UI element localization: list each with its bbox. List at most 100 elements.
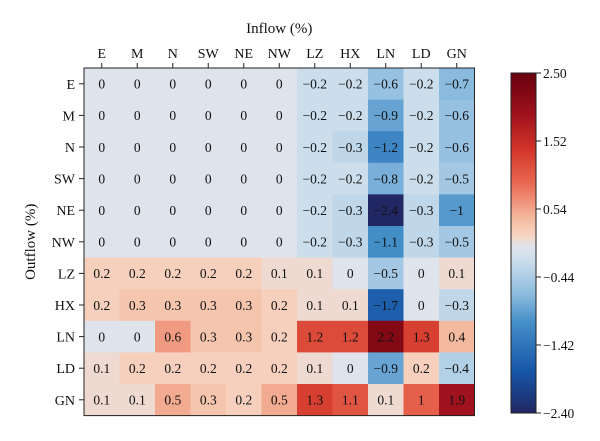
x-axis-ticks: E M N SW NE NW LZ HX LN LD GN — [97, 47, 467, 68]
heatmap-cell — [119, 352, 156, 385]
heatmap-cell — [226, 131, 262, 164]
colorbar — [510, 72, 537, 414]
x-tick-label: NW — [268, 47, 292, 62]
heatmap-cell-label: 0 — [134, 235, 141, 250]
heatmap-cell — [119, 162, 156, 195]
colorbar-tick-label: −1.42 — [543, 338, 574, 353]
heatmap-cell-label: 1.1 — [342, 393, 359, 408]
heatmap-cell — [226, 68, 262, 100]
heatmap-cell-label: −0.3 — [445, 298, 470, 313]
heatmap-cell — [119, 226, 156, 258]
heatmap-cell-label: −0.2 — [409, 171, 434, 186]
heatmap-cell — [332, 320, 369, 353]
heatmap-cell — [155, 352, 191, 385]
heatmap-cell-label: 0.3 — [235, 298, 252, 313]
heatmap-cell — [297, 68, 333, 100]
heatmap-cell-label: 0.3 — [164, 298, 181, 313]
y-tick-label: HX — [55, 299, 75, 314]
heatmap-cell-label: 0.3 — [200, 329, 217, 344]
heatmap-cell-label: 0 — [205, 235, 212, 250]
heatmap-cell-label: −0.2 — [409, 108, 434, 123]
heatmap-cell-label: −0.5 — [445, 171, 470, 186]
heatmap-cell-label: 0.1 — [93, 393, 110, 408]
heatmap-cell-label: 0 — [347, 266, 354, 281]
heatmap-cell — [84, 99, 120, 132]
heatmap-cell-label: −0.2 — [303, 235, 328, 250]
colorbar-ticks: 2.50 1.52 0.54 −0.44 −1.42 −2.40 — [536, 66, 574, 421]
heatmap-cell-label: 0 — [169, 171, 176, 186]
x-tick-label: LD — [412, 47, 431, 62]
heatmap-cell — [332, 289, 369, 322]
heatmap-cell — [332, 257, 369, 290]
y-tick-label: M — [63, 109, 76, 124]
y-tick-label: LN — [56, 331, 75, 346]
heatmap-cell-label: 0 — [98, 77, 105, 92]
heatmap-cell — [439, 257, 475, 290]
heatmap-cell — [119, 257, 156, 290]
heatmap-cell — [84, 194, 120, 227]
heatmap-cell — [297, 194, 333, 227]
heatmap-cell — [155, 257, 191, 290]
heatmap-cell — [155, 289, 191, 322]
heatmap-cell-label: −0.2 — [338, 108, 363, 123]
heatmap-cell-label: 0.2 — [235, 361, 252, 376]
heatmap-cell — [226, 99, 262, 132]
heatmap-cell-label: 1.3 — [306, 393, 323, 408]
heatmap-cell-label: 1.2 — [342, 329, 359, 344]
heatmap-cell — [439, 226, 475, 258]
heatmap-cell — [119, 194, 156, 227]
colorbar-tick-label: 1.52 — [543, 134, 567, 149]
heatmap-cell-label: 0.2 — [93, 266, 110, 281]
heatmap-cell-label: 0 — [205, 108, 212, 123]
heatmap-cell-label: 0 — [98, 329, 105, 344]
heatmap-cell-label: −0.5 — [374, 266, 399, 281]
heatmap-cell-label: 0.2 — [93, 298, 110, 313]
heatmap-cell — [332, 68, 369, 100]
y-tick-label: LZ — [58, 267, 75, 282]
heatmap-cell — [84, 289, 120, 322]
heatmap-cell — [297, 384, 333, 416]
heatmap-cell-label: −0.9 — [374, 108, 399, 123]
heatmap-cell-label: 1 — [418, 393, 425, 408]
heatmap-cell — [190, 384, 227, 416]
heatmap-cell-label: 0.3 — [200, 298, 217, 313]
heatmap-cell — [368, 99, 404, 132]
heatmap-cell-label: −0.7 — [445, 77, 470, 92]
heatmap-cell-label: −0.2 — [409, 140, 434, 155]
y-tick-label: GN — [55, 394, 75, 409]
x-tick-label: LN — [376, 47, 395, 62]
plot-frame — [83, 67, 475, 417]
heatmap-cell — [261, 257, 298, 290]
heatmap-cell-label: −0.3 — [409, 203, 434, 218]
heatmap-cell — [439, 99, 475, 132]
heatmap-cell — [84, 257, 120, 290]
heatmap-cell — [190, 131, 227, 164]
heatmap-cell — [226, 289, 262, 322]
heatmap-cell — [119, 384, 156, 416]
heatmap-cell-label: 0 — [98, 108, 105, 123]
heatmap-cell-label: 0.2 — [271, 329, 288, 344]
heatmap-cell-label: −0.3 — [338, 203, 363, 218]
heatmap-cell-label: −0.6 — [445, 108, 470, 123]
heatmap-cell — [119, 68, 156, 100]
heatmap-cell-label: 0 — [98, 171, 105, 186]
heatmap-cell — [226, 257, 262, 290]
heatmap-cell-label: −0.2 — [303, 203, 328, 218]
heatmap-cell — [297, 352, 333, 385]
heatmap-cell — [226, 226, 262, 258]
heatmap-cell — [297, 131, 333, 164]
heatmap-cell-label: −0.8 — [374, 171, 399, 186]
heatmap-cell — [297, 99, 333, 132]
heatmap-cell — [155, 131, 191, 164]
heatmap-cell-labels: 0 0 0 0 0 0 −0.2 −0.2 −0.6 −0.2 −0.7 0 0 0 0 0 0 −0.2 −0.2… — [93, 77, 469, 408]
heatmap-cell — [403, 320, 440, 353]
heatmap-cell-label: 0.1 — [342, 298, 359, 313]
heatmap-cell-label: 0.2 — [129, 361, 146, 376]
heatmap-cell-label: 2.2 — [377, 329, 394, 344]
heatmap-cell-label: −0.3 — [338, 140, 363, 155]
heatmap-cell — [403, 384, 440, 416]
heatmap-cell-label: −0.2 — [338, 171, 363, 186]
heatmap-cell — [261, 352, 298, 385]
colorbar-tick-label: −2.40 — [543, 406, 574, 421]
